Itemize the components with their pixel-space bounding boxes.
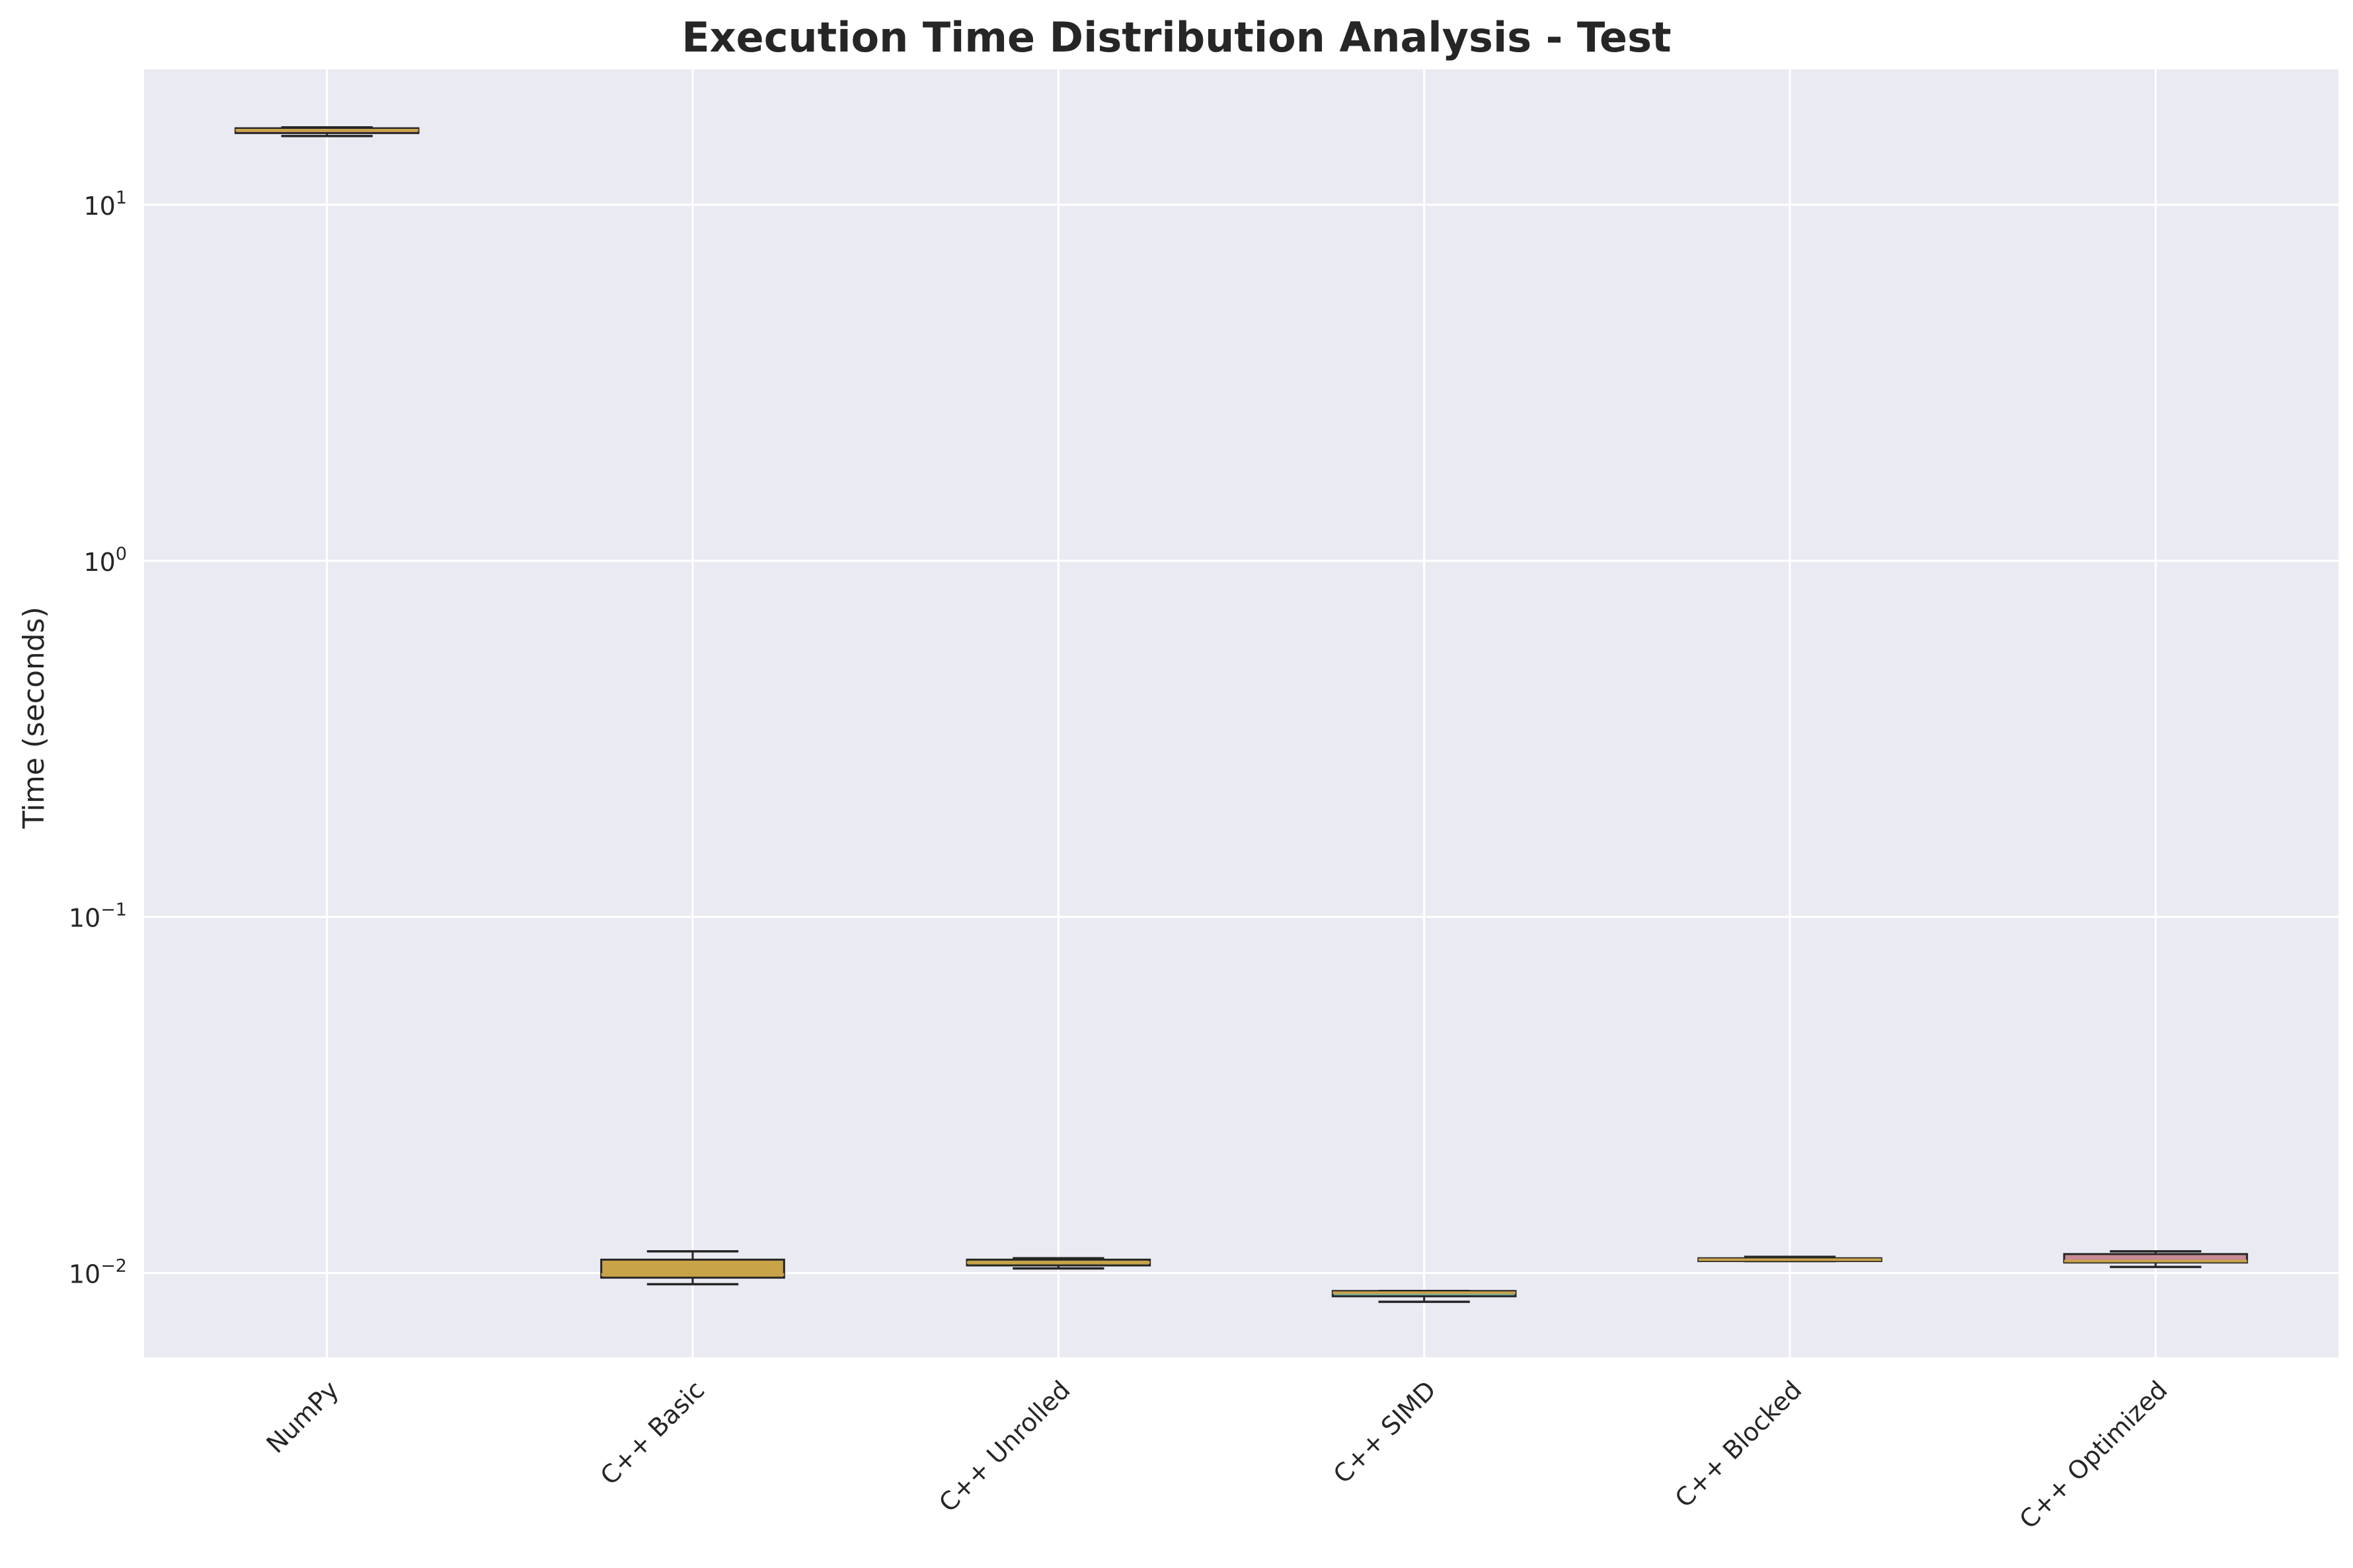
y-tick-label: 100 <box>83 544 127 577</box>
y-tick-label: 10−2 <box>69 1256 127 1289</box>
box-group <box>1331 1290 1517 1303</box>
box-group <box>966 1257 1151 1270</box>
y-tick-exponent: −2 <box>100 1256 127 1277</box>
grid-lines <box>144 69 2338 1357</box>
x-tick-label: C++ Optimized <box>2014 1375 2173 1534</box>
y-tick-exponent: 1 <box>116 188 127 208</box>
y-tick-exponent: 0 <box>116 544 127 564</box>
box-group <box>234 126 420 137</box>
plot-area <box>144 69 2338 1357</box>
chart-title: Execution Time Distribution Analysis - T… <box>681 13 1671 61</box>
x-tick-label: C++ Unrolled <box>933 1375 1076 1518</box>
x-axis-ticks: NumPy C++ Basic C++ Unrolled C++ SIMD C++ Bl… <box>261 1375 2173 1534</box>
box-group <box>600 1250 785 1286</box>
y-axis-label: Time (seconds) <box>17 607 51 829</box>
x-tick-label: C++ Blocked <box>1670 1375 1808 1513</box>
y-tick-label: 10−1 <box>69 900 127 933</box>
x-tick-label: C++ Basic <box>595 1375 711 1491</box>
y-tick-label: 101 <box>83 188 127 221</box>
box-group <box>1697 1255 1882 1263</box>
boxes-group <box>234 126 2249 1303</box>
x-tick-label: C++ SIMD <box>1328 1375 1442 1489</box>
box-group <box>2063 1250 2249 1269</box>
y-tick-exponent: −1 <box>100 900 127 920</box>
x-tick-label: NumPy <box>261 1375 345 1459</box>
